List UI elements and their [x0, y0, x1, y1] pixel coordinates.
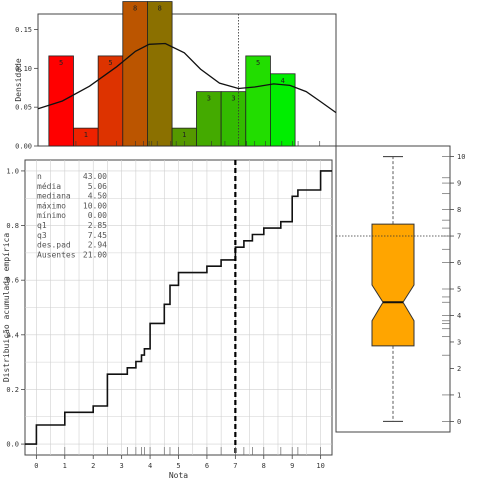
stat-label: mínimo	[37, 211, 66, 220]
y-tick-label: 0.00	[15, 143, 32, 151]
y-tick-label: 7	[457, 233, 461, 241]
stat-value: 43.00	[83, 172, 107, 181]
histogram-bar	[245, 55, 271, 147]
y-tick-label: 0.0	[6, 441, 19, 449]
y-tick-label: 3	[457, 338, 461, 346]
stat-value: 0.00	[88, 211, 107, 220]
histogram-bar	[147, 1, 173, 147]
y-tick-label: 5	[457, 286, 461, 294]
bar-count-label: 5	[108, 59, 112, 67]
y-tick-label: 0.6	[6, 277, 19, 285]
bar-count-label: 1	[182, 131, 186, 139]
y-tick-label: 8	[457, 206, 461, 214]
y-tick-label: 1	[457, 391, 461, 399]
x-tick-label: 6	[205, 462, 209, 470]
x-tick-label: 0	[34, 462, 38, 470]
ecdf-x-label: Nota	[169, 471, 188, 480]
y-tick-label: 0.05	[15, 104, 32, 112]
ecdf-step-line	[25, 170, 332, 445]
bar-count-label: 8	[133, 5, 137, 13]
x-tick-label: 1	[63, 462, 67, 470]
x-tick-label: 3	[120, 462, 124, 470]
stat-value: 7.45	[88, 231, 107, 240]
y-tick-label: 2	[457, 365, 461, 373]
x-tick-label: 4	[148, 462, 152, 470]
y-tick-label: 0.4	[6, 331, 19, 339]
histogram-bar	[220, 91, 247, 147]
bar-count-label: 5	[256, 59, 260, 67]
y-tick-label: 0.10	[15, 65, 32, 73]
y-tick-label: 0.2	[6, 386, 19, 394]
y-tick-label: 0	[457, 418, 461, 426]
x-tick-label: 8	[262, 462, 266, 470]
bar-count-label: 3	[231, 95, 235, 103]
stat-label: máximo	[37, 201, 66, 210]
bar-count-label: 8	[158, 5, 162, 13]
y-tick-label: 0.15	[15, 26, 32, 34]
stat-value: 10.00	[83, 201, 107, 210]
y-tick-label: 0.8	[6, 222, 19, 230]
y-tick-label: 10	[457, 153, 465, 161]
bar-count-label: 4	[281, 77, 285, 85]
stat-value: 4.50	[88, 192, 107, 201]
x-tick-label: 2	[91, 462, 95, 470]
stat-label: média	[37, 181, 61, 191]
bar-count-label: 5	[59, 59, 63, 67]
density-curve	[37, 42, 337, 114]
x-tick-label: 7	[233, 462, 237, 470]
stat-label: mediana	[37, 192, 71, 201]
y-tick-label: 1.0	[6, 167, 19, 175]
histogram-bar	[122, 1, 148, 147]
y-tick-label: 6	[457, 259, 461, 267]
stat-value: 2.94	[88, 241, 107, 250]
stat-label: Ausentes	[37, 250, 76, 259]
x-tick-label: 10	[316, 462, 324, 470]
ecdf-y-label: Distribuição acumulada empírica	[2, 233, 11, 382]
x-tick-label: 5	[176, 462, 180, 470]
stat-label: q1	[37, 221, 47, 230]
stat-value: 2.85	[88, 221, 107, 230]
stat-label: n	[37, 172, 42, 181]
histogram-bar	[97, 55, 124, 147]
bar-count-label: 1	[84, 131, 88, 139]
stat-value: 5.06	[88, 182, 107, 191]
x-tick-label: 9	[290, 462, 294, 470]
stat-label: q3	[37, 231, 47, 240]
notched-box	[371, 223, 415, 347]
bar-count-label: 3	[207, 95, 211, 103]
stat-label: des.pad	[37, 241, 71, 250]
y-tick-label: 4	[457, 312, 461, 320]
y-tick-label: 9	[457, 180, 461, 188]
histogram-y-label: Densidade	[14, 58, 23, 102]
stat-value: 21.00	[83, 250, 107, 259]
